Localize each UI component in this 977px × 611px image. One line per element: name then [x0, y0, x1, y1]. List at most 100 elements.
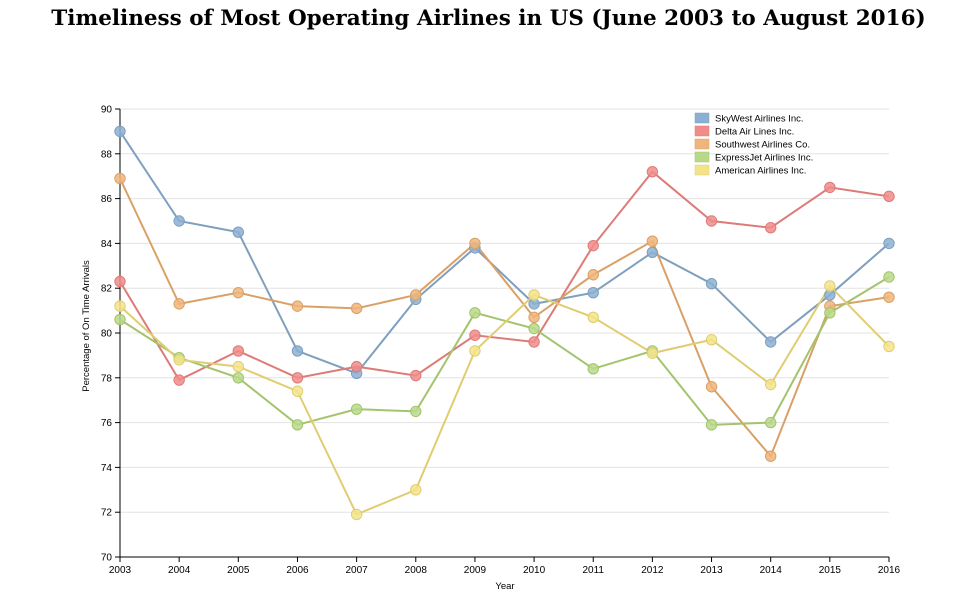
series-lines: [114, 125, 895, 521]
data-point: [883, 237, 895, 250]
y-tick-label: 78: [101, 373, 113, 384]
data-point: [114, 300, 126, 312]
data-point: [587, 286, 599, 299]
data-point: [824, 181, 836, 194]
y-tick-label: 84: [101, 239, 113, 250]
y-tick-label: 88: [101, 149, 113, 160]
x-tick-label: 2013: [700, 565, 723, 576]
data-point: [705, 381, 718, 393]
data-point: [587, 363, 599, 375]
data-point: [114, 275, 126, 288]
series-line: [119, 284, 890, 516]
data-point: [469, 237, 481, 250]
data-point: [883, 271, 895, 283]
y-tick-label: 72: [101, 508, 113, 519]
x-tick-label: 2007: [345, 565, 368, 576]
data-point: [350, 302, 363, 315]
data-point: [587, 239, 599, 252]
x-tick-label: 2009: [464, 565, 487, 576]
data-point: [410, 289, 422, 301]
data-point: [469, 345, 481, 357]
legend-label: Delta Air Lines Inc.: [715, 127, 794, 138]
data-point: [705, 278, 718, 290]
data-point: [764, 416, 777, 429]
x-tick-label: 2012: [641, 565, 664, 576]
legend: SkyWest Airlines Inc. Delta Air Lines Inc…: [694, 112, 813, 177]
data-point: [232, 226, 245, 238]
data-point: [232, 286, 245, 299]
data-point: [587, 311, 599, 324]
y-axis-label: Percentage of On Time Arrivals: [81, 260, 92, 392]
data-point: [824, 307, 836, 319]
gridlines: [120, 108, 889, 513]
series-line: [119, 130, 890, 375]
data-point: [114, 172, 126, 185]
data-point: [291, 345, 304, 357]
axes: 70 72 74 76 78 80 82 84 86 88 90 2003 2004 2005 2006 20…: [101, 105, 901, 577]
data-point: [528, 311, 540, 324]
legend-swatch: [694, 151, 710, 163]
series-line: [119, 276, 890, 426]
data-point: [646, 235, 659, 247]
data-point: [291, 385, 304, 397]
data-point: [646, 347, 659, 359]
data-point: [528, 322, 540, 335]
legend-label: ExpressJet Airlines Inc.: [715, 153, 813, 164]
data-point: [173, 215, 185, 227]
x-tick-label: 2014: [760, 565, 783, 576]
y-tick-label: 70: [101, 553, 113, 564]
data-point: [114, 125, 126, 138]
data-point: [232, 372, 245, 384]
series-line: [119, 170, 890, 382]
data-point: [114, 313, 126, 326]
x-tick-label: 2004: [168, 565, 191, 576]
data-point: [646, 166, 659, 178]
data-point: [764, 378, 777, 391]
x-tick-label: 2005: [227, 565, 250, 576]
y-tick-label: 80: [101, 329, 113, 340]
data-point: [469, 329, 481, 341]
data-point: [410, 484, 422, 496]
data-point: [350, 360, 363, 373]
data-point: [232, 360, 245, 373]
data-point: [350, 403, 363, 415]
data-point: [883, 291, 895, 303]
data-point: [291, 300, 304, 312]
x-tick-label: 2010: [523, 565, 546, 576]
data-point: [528, 336, 540, 348]
data-point: [173, 298, 185, 310]
legend-swatch: [694, 164, 710, 176]
data-point: [469, 307, 481, 319]
y-tick-label: 86: [101, 194, 113, 205]
x-tick-label: 2011: [582, 565, 604, 576]
y-tick-label: 76: [101, 418, 113, 429]
data-point: [705, 215, 718, 227]
legend-swatch: [694, 112, 710, 124]
x-tick-label: 2016: [878, 565, 901, 576]
legend-label: Southwest Airlines Co.: [715, 140, 810, 151]
data-point: [646, 246, 659, 259]
series-line: [119, 178, 890, 459]
data-point: [410, 369, 422, 382]
data-point: [764, 450, 777, 462]
data-point: [705, 334, 718, 346]
data-point: [764, 336, 777, 348]
data-point: [410, 405, 422, 418]
x-tick-label: 2006: [286, 565, 309, 576]
data-point: [764, 222, 777, 234]
y-tick-label: 74: [101, 463, 113, 474]
data-point: [173, 374, 185, 386]
y-tick-label: 90: [101, 105, 113, 116]
x-tick-label: 2015: [819, 565, 842, 576]
data-point: [173, 354, 185, 366]
legend-swatch: [694, 125, 710, 137]
x-axis-label: Year: [495, 581, 514, 592]
data-point: [824, 280, 836, 292]
legend-label: SkyWest Airlines Inc.: [715, 114, 804, 125]
data-point: [528, 289, 540, 301]
legend-label: American Airlines Inc.: [715, 166, 806, 177]
chart-title: Timeliness of Most Operating Airlines in…: [51, 6, 926, 31]
data-point: [232, 345, 245, 357]
data-point: [705, 419, 718, 431]
